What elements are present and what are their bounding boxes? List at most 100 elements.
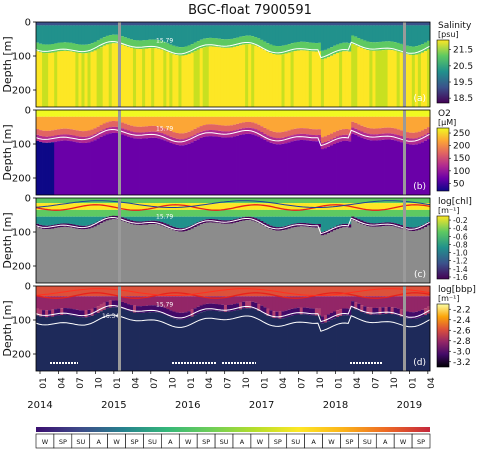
season-label: W	[328, 438, 335, 446]
data-gap	[118, 22, 121, 107]
colorbar-tick: 250	[453, 129, 470, 139]
season-bar: W SP SU A W SP SU A W SP SU A W SP SU A W SP SU A W SP	[35, 427, 431, 449]
panel-letter: (a)	[413, 94, 426, 104]
colorbar-tick: -1.2	[453, 257, 468, 266]
x-tick-label: 01	[39, 377, 49, 388]
y-axis-label: Depth [m]	[1, 124, 14, 180]
mld-line	[35, 292, 431, 299]
y-tick-label: 100	[12, 140, 31, 151]
x-tick-label: 07	[298, 377, 308, 388]
x-tick-label: 01	[187, 377, 197, 388]
colorbar-tick: -2.2	[453, 305, 471, 315]
isopycnal-line	[35, 40, 431, 59]
y-tick-label: 200	[12, 262, 31, 273]
x-tick-label: 04	[57, 377, 67, 389]
figure-title: BGC-float 7900591	[188, 3, 312, 18]
x-tick-label: 04	[205, 377, 215, 389]
isopycnal-line	[35, 314, 431, 332]
x-tick-label: 04	[353, 377, 363, 389]
colorbar-tick: -1.6	[453, 273, 468, 282]
colorbar-tick: 18.5	[453, 94, 473, 104]
y-tick-label: 0	[25, 194, 31, 205]
colorbar-tick: 21.5	[453, 46, 473, 56]
season-label: SU	[363, 438, 372, 446]
season-colorbar	[36, 427, 430, 432]
data-gap	[403, 198, 406, 283]
x-tick-label: 04	[279, 377, 289, 389]
x-tick-label: 10	[94, 377, 104, 389]
season-label: A	[168, 438, 173, 446]
heatmap-columns	[36, 110, 431, 195]
colorbar-tick: -3.0	[453, 347, 471, 357]
data-gap	[118, 198, 121, 283]
colorbar-tick: -2.6	[453, 326, 471, 336]
colorbar	[436, 127, 450, 192]
season-label: SP	[130, 438, 138, 446]
season-label: W	[257, 438, 264, 446]
x-tick-label: 10	[242, 377, 252, 389]
x-tick-label: 01	[113, 377, 123, 388]
panel-frame	[35, 285, 431, 372]
colorbar-title: Salinity	[438, 21, 472, 31]
isopycnal-line	[35, 128, 431, 147]
data-gap	[118, 286, 121, 371]
isopycnal-label: 15.79	[156, 38, 173, 45]
y-tick-label: 200	[12, 350, 31, 361]
season-label: W	[113, 438, 120, 446]
data-gap	[118, 110, 121, 195]
y-axis-label: Depth [m]	[1, 300, 14, 356]
colorbar-unit: [m⁻¹]	[438, 206, 459, 215]
colorbar-tick: -2.8	[453, 337, 471, 347]
y-axis-label: Depth [m]	[1, 36, 14, 92]
euphotic-line	[35, 200, 431, 208]
season-label: SP	[202, 438, 210, 446]
year-label: 2016	[175, 400, 200, 411]
isopycnal-line	[35, 216, 431, 235]
colorbar	[436, 215, 450, 280]
x-tick-label: 10	[316, 377, 326, 389]
season-label: SU	[220, 438, 229, 446]
data-gap	[403, 286, 406, 371]
season-label: SP	[345, 438, 353, 446]
colorbar-tick: -0.4	[453, 224, 468, 233]
panel-frame	[35, 197, 431, 284]
season-label: SU	[76, 438, 85, 446]
x-tick-label: 01	[335, 377, 345, 388]
colorbar-unit: [µM]	[438, 118, 456, 127]
y-tick-label: 100	[12, 316, 31, 327]
season-label: SU	[148, 438, 157, 446]
season-cell	[411, 433, 431, 449]
x-tick-label: 10	[168, 377, 178, 389]
heatmap-columns	[36, 286, 431, 371]
colorbar-unit: [psu]	[438, 30, 459, 39]
isopycnal-label: 16.34	[102, 313, 119, 320]
season-label: SP	[274, 438, 282, 446]
colorbar-title: log[bbp]	[438, 285, 476, 295]
season-label: W	[185, 438, 192, 446]
colorbar-title: O2	[438, 109, 451, 119]
panel-letter: (b)	[413, 182, 426, 192]
season-label: A	[240, 438, 245, 446]
heatmap-columns	[36, 198, 431, 283]
colorbar-tick: 50	[453, 179, 465, 189]
data-gap	[403, 110, 406, 195]
x-tick-label: 01	[408, 377, 418, 388]
colorbar-tick: -0.8	[453, 240, 468, 249]
colorbar-tick: -0.6	[453, 232, 468, 241]
colorbar-tick: -1.4	[453, 265, 468, 274]
y-tick-label: 200	[12, 86, 31, 97]
colorbar-tick: -3.2	[453, 358, 471, 368]
isopycnal-label: 15.79	[156, 302, 173, 309]
year-label: 2019	[397, 400, 422, 411]
x-tick-label: 07	[224, 377, 234, 388]
colorbar	[436, 303, 450, 368]
data-gap	[403, 22, 406, 107]
colorbar-tick: -0.2	[453, 216, 468, 225]
y-tick-label: 100	[12, 52, 31, 63]
colorbar-tick: 100	[453, 167, 470, 177]
